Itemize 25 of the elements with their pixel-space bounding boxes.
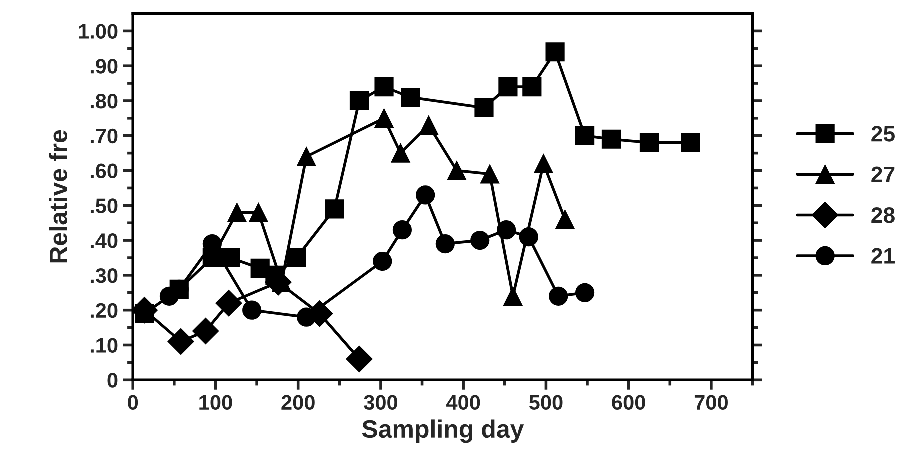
y-axis-title: Relative fre bbox=[49, 130, 68, 263]
x-tick-label: 300 bbox=[364, 395, 398, 410]
y-tick-label: .80 bbox=[90, 94, 118, 109]
y-tick-label: .40 bbox=[90, 234, 118, 248]
legend-label: 27 bbox=[872, 166, 895, 182]
y-tick-label: .30 bbox=[90, 268, 118, 284]
x-tick-label: 500 bbox=[529, 395, 563, 410]
y-tick-label: .60 bbox=[90, 164, 118, 179]
y-tick-label: 1.00 bbox=[79, 24, 118, 39]
legend-label: 28 bbox=[872, 208, 895, 224]
x-tick-label: 100 bbox=[200, 395, 232, 410]
x-tick-label: 700 bbox=[694, 395, 728, 410]
y-tick-label: .20 bbox=[90, 303, 118, 318]
legend-label: 21 bbox=[872, 248, 895, 264]
x-tick-label: 200 bbox=[282, 395, 315, 410]
x-tick-label: 600 bbox=[612, 395, 646, 410]
y-tick-label: 0 bbox=[108, 373, 118, 388]
x-axis-title: Sampling day bbox=[362, 420, 524, 444]
y-tick-label: .70 bbox=[90, 128, 118, 144]
x-tick-label: 0 bbox=[128, 395, 138, 410]
y-tick-label: .50 bbox=[90, 198, 118, 214]
legend-label: 25 bbox=[872, 126, 895, 142]
y-tick-label: .90 bbox=[90, 59, 118, 74]
x-tick-label: 400 bbox=[446, 395, 480, 410]
y-tick-label: .10 bbox=[90, 338, 118, 353]
